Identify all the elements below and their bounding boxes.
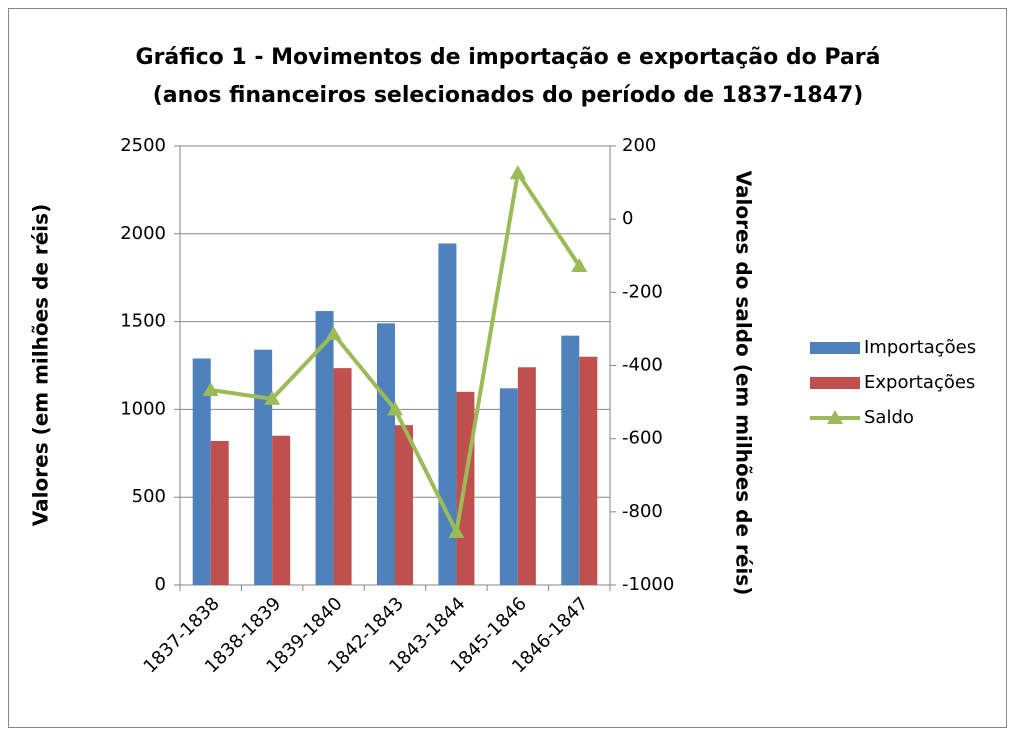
bar xyxy=(395,425,413,585)
y2-tick-label: -600 xyxy=(622,428,663,449)
y2-tick-label: -1000 xyxy=(622,574,674,595)
chart-border xyxy=(8,8,1007,728)
y2-axis-title: Valores do saldo (em milhões de réis) xyxy=(732,171,756,596)
legend-label: Saldo xyxy=(864,407,914,428)
bar xyxy=(192,358,211,585)
bar xyxy=(254,349,273,585)
y-axis-title: Valores (em milhões de réis) xyxy=(29,204,53,526)
legend-label: Exportações xyxy=(864,372,975,393)
bar xyxy=(561,335,580,585)
y2-tick-label: -400 xyxy=(622,355,663,376)
line-marker xyxy=(387,401,403,416)
chart-subtitle: (anos financeiros selecionados do períod… xyxy=(153,83,864,108)
bar xyxy=(333,368,352,585)
y-tick-label: 500 xyxy=(132,486,166,507)
bar xyxy=(517,367,536,585)
bar xyxy=(210,441,229,585)
legend-label: Importações xyxy=(864,337,976,358)
y2-tick-label: 200 xyxy=(622,135,656,156)
line-marker xyxy=(264,390,281,405)
line-marker xyxy=(448,523,465,538)
bar xyxy=(499,388,518,585)
bar xyxy=(315,311,334,585)
y-tick-label: 1000 xyxy=(120,398,166,419)
chart-title: Gráfico 1 - Movimentos de importação e e… xyxy=(136,45,881,70)
legend-swatch xyxy=(810,377,860,389)
y-tick-label: 0 xyxy=(155,574,166,595)
line-marker xyxy=(325,326,342,341)
bar xyxy=(438,243,457,585)
line-marker xyxy=(202,382,219,397)
y2-tick-label: -800 xyxy=(622,501,663,522)
y2-tick-label: -200 xyxy=(622,281,663,302)
line-marker xyxy=(571,257,588,272)
bar xyxy=(272,435,291,585)
y-tick-label: 2500 xyxy=(120,135,166,156)
bar xyxy=(377,323,395,585)
bar xyxy=(579,356,598,585)
y-tick-label: 1500 xyxy=(120,311,166,332)
line-marker xyxy=(509,165,526,180)
y2-tick-label: 0 xyxy=(622,208,633,229)
legend-marker xyxy=(827,410,843,424)
y-tick-label: 2000 xyxy=(120,223,166,244)
legend-swatch xyxy=(810,342,860,354)
